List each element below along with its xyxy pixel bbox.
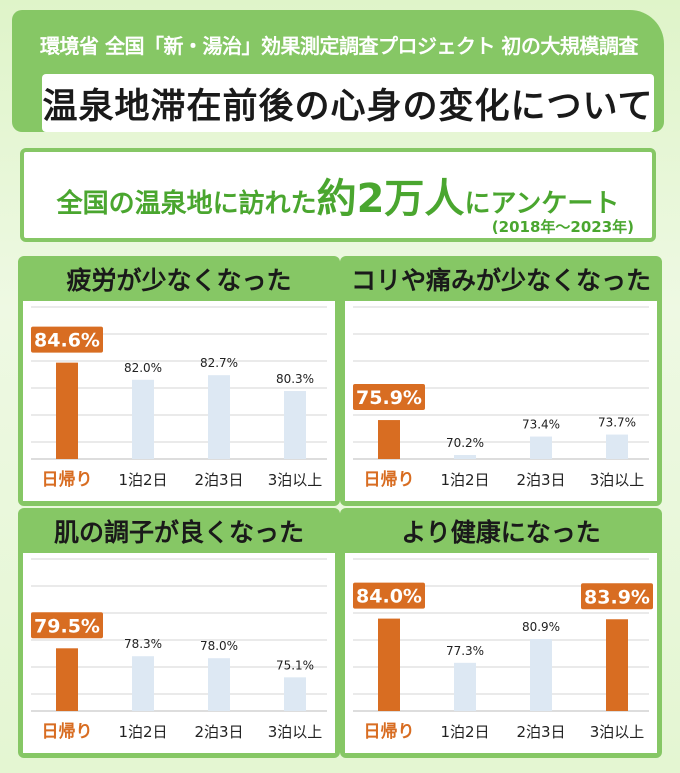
bar-0	[56, 648, 78, 711]
bar-3	[284, 677, 306, 711]
survey-period: (2018年～2023年)	[491, 218, 634, 236]
bar-chart-health: 84.0% 日帰り 77.3% 1泊2日 80.9% 2泊3日 83.9% 3泊以上	[345, 553, 657, 753]
bar-2	[208, 375, 230, 459]
bar-1	[454, 662, 476, 711]
data-label: 78.0%	[200, 639, 238, 653]
data-label: 83.9%	[584, 586, 650, 608]
bar-1	[132, 379, 154, 459]
data-label: 75.1%	[276, 658, 314, 672]
chart-panel-health: より健康になった 84.0% 日帰り 77.3% 1泊2日 80.9% 2泊3日 83.9%…	[340, 508, 662, 758]
chart-panel-pain: コリや痛みが少なくなった 75.9% 日帰り 70.2% 1泊2日 73.4% 2泊3日 7…	[340, 256, 662, 506]
data-label: 73.7%	[598, 416, 636, 430]
data-label: 70.2%	[446, 436, 484, 450]
header-banner: 環境省 全国「新・湯治」効果測定調査プロジェクト 初の大規模調査 温泉地滞在前後…	[12, 10, 664, 132]
bar-chart-skin: 79.5% 日帰り 78.3% 1泊2日 78.0% 2泊3日 75.1% 3泊以上	[23, 553, 335, 753]
data-label: 78.3%	[124, 637, 162, 651]
data-label: 82.7%	[200, 356, 238, 370]
data-label: 75.9%	[356, 387, 422, 409]
chart-title: コリや痛みが少なくなった	[350, 266, 651, 295]
bar-2	[208, 658, 230, 711]
bar-3	[606, 434, 628, 459]
data-label-box	[31, 612, 103, 639]
bar-2	[530, 436, 552, 459]
bar-1	[454, 455, 476, 459]
category-label: 1泊2日	[440, 471, 489, 489]
chart-title: 疲労が少なくなった	[66, 266, 292, 295]
data-label: 80.3%	[276, 372, 314, 386]
data-label-box	[353, 582, 425, 609]
survey-count: 約2万人	[316, 176, 465, 222]
header-title-box: 温泉地滞在前後の心身の変化について	[42, 74, 654, 132]
category-label: 2泊3日	[194, 471, 243, 489]
data-label: 80.9%	[522, 620, 560, 634]
data-label-box	[353, 384, 425, 411]
category-label: 日帰り	[364, 470, 415, 490]
survey-box: 全国の温泉地に訪れた約2万人にアンケート (2018年～2023年)	[20, 148, 656, 242]
survey-headline: 全国の温泉地に訪れた約2万人にアンケート	[24, 166, 652, 224]
chart-title: 肌の調子が良くなった	[53, 518, 304, 547]
bar-3	[284, 391, 306, 459]
category-label: 2泊3日	[516, 471, 565, 489]
bar-3	[606, 619, 628, 711]
category-label: 1泊2日	[118, 723, 167, 741]
category-label: 3泊以上	[268, 723, 323, 741]
bar-1	[132, 656, 154, 711]
category-label: 1泊2日	[118, 471, 167, 489]
bar-chart-fatigue: 84.6% 日帰り 82.0% 1泊2日 82.7% 2泊3日 80.3% 3泊以上	[23, 301, 335, 501]
category-label: 日帰り	[42, 722, 93, 742]
page-title: 温泉地滞在前後の心身の変化について	[42, 86, 654, 127]
chart-panel-skin: 肌の調子が良くなった 79.5% 日帰り 78.3% 1泊2日 78.0% 2泊3日 75.…	[18, 508, 340, 758]
category-label: 日帰り	[364, 722, 415, 742]
bar-2	[530, 639, 552, 711]
chart-title: より健康になった	[401, 518, 601, 547]
category-label: 1泊2日	[440, 723, 489, 741]
survey-prefix: 全国の温泉地に訪れた	[56, 189, 317, 219]
category-label: 2泊3日	[194, 723, 243, 741]
data-label: 84.6%	[34, 330, 100, 352]
category-label: 3泊以上	[590, 723, 645, 741]
data-label: 73.4%	[522, 418, 560, 432]
category-label: 3泊以上	[268, 471, 323, 489]
bar-0	[56, 362, 78, 459]
data-label: 79.5%	[34, 615, 100, 637]
bar-0	[378, 420, 400, 459]
category-label: 日帰り	[42, 470, 93, 490]
category-label: 2泊3日	[516, 723, 565, 741]
data-label: 84.0%	[356, 586, 422, 608]
data-label: 82.0%	[124, 361, 162, 375]
data-label: 77.3%	[446, 644, 484, 658]
bar-0	[378, 618, 400, 711]
survey-suffix: にアンケート	[464, 189, 620, 219]
chart-panel-fatigue: 疲労が少なくなった 84.6% 日帰り 82.0% 1泊2日 82.7% 2泊3日 80.3…	[18, 256, 340, 506]
bar-chart-pain: 75.9% 日帰り 70.2% 1泊2日 73.4% 2泊3日 73.7% 3泊以上	[345, 301, 657, 501]
category-label: 3泊以上	[590, 471, 645, 489]
data-label-box	[31, 326, 103, 353]
header-subtitle: 環境省 全国「新・湯治」効果測定調査プロジェクト 初の大規模調査	[40, 34, 638, 58]
data-label-box	[581, 583, 653, 610]
